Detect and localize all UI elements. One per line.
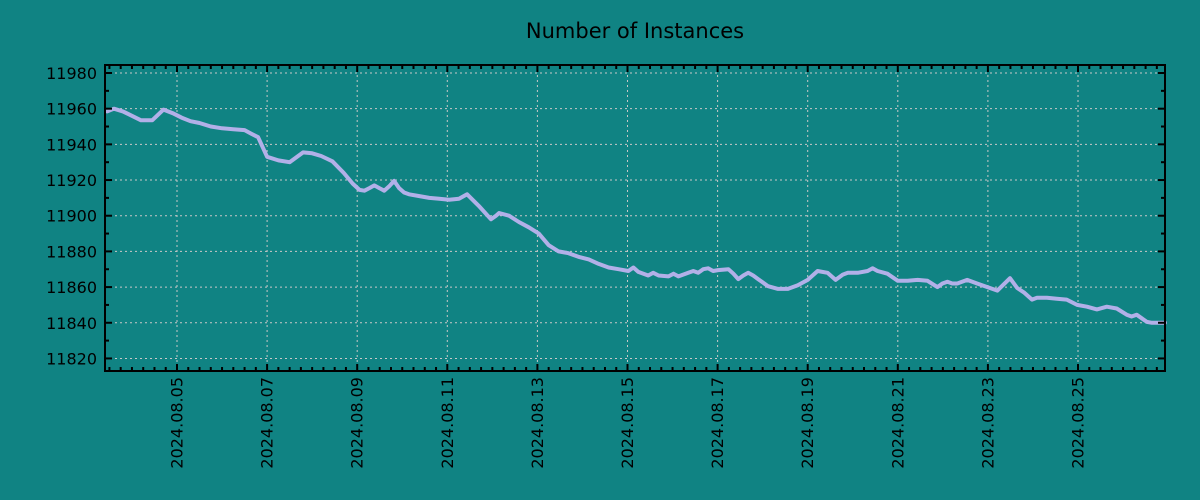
y-tick-label: 11940 bbox=[46, 135, 97, 154]
x-tick-label: 2024.08.17 bbox=[708, 377, 727, 469]
x-tick-label: 2024.08.05 bbox=[168, 377, 187, 469]
plot-border bbox=[104, 64, 1166, 372]
x-tick-label: 2024.08.09 bbox=[348, 377, 367, 469]
gridlines bbox=[105, 65, 1165, 371]
x-tick-label: 2024.08.25 bbox=[1069, 377, 1088, 469]
y-axis-labels: 11980 11960 11940 11920 11900 11880 11860 11840… bbox=[46, 64, 97, 368]
y-tick-label: 11820 bbox=[46, 349, 97, 368]
y-tick-label: 11860 bbox=[46, 278, 97, 297]
series-line bbox=[105, 106, 1167, 325]
x-tick-label: 2024.08.15 bbox=[618, 377, 637, 469]
x-tick-label: 2024.08.11 bbox=[438, 377, 457, 469]
x-tick-label: 2024.08.13 bbox=[528, 377, 547, 469]
y-tick-label: 11900 bbox=[46, 207, 97, 226]
y-tick-label: 11880 bbox=[46, 242, 97, 261]
y-tick-label: 11960 bbox=[46, 100, 97, 119]
x-tick-label: 2024.08.21 bbox=[888, 377, 907, 469]
y-tick-label: 11980 bbox=[46, 64, 97, 83]
y-tick-label: 11920 bbox=[46, 171, 97, 190]
x-axis-labels: 2024.08.05 2024.08.07 2024.08.09 2024.08.11… bbox=[168, 377, 1088, 469]
chart-title: Number of Instances bbox=[526, 19, 744, 43]
axis-ticks bbox=[105, 65, 1165, 371]
x-tick-label: 2024.08.19 bbox=[798, 377, 817, 469]
x-tick-label: 2024.08.23 bbox=[978, 377, 997, 469]
x-tick-label: 2024.08.07 bbox=[258, 377, 277, 469]
y-tick-label: 11840 bbox=[46, 314, 97, 333]
